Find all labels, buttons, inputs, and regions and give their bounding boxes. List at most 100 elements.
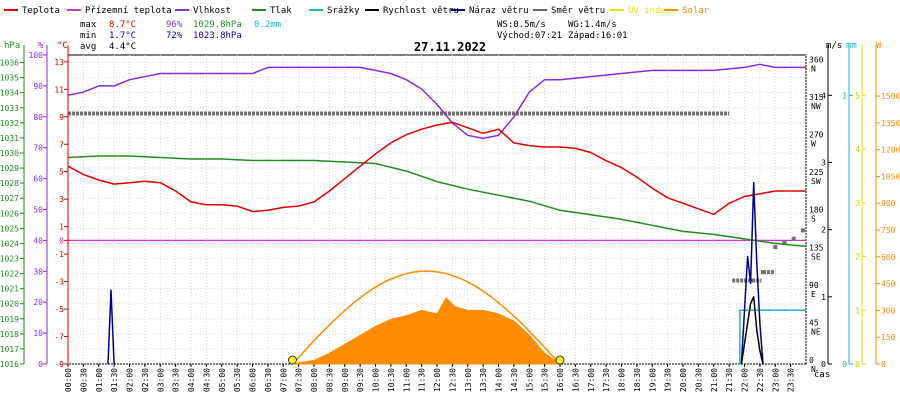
solar-tick-label: 600 <box>881 253 896 262</box>
solar-tick-label: 1350 <box>881 119 900 128</box>
solar-tick-label: 300 <box>881 306 896 315</box>
uv-tick-label: 4 <box>855 145 860 154</box>
pressure-tick-label: 1032 <box>0 119 19 128</box>
wind-dir-tick-label: SE <box>811 252 821 261</box>
temperature-tick-label: -5 <box>54 305 64 314</box>
chart-title: 27.11.2022 <box>414 40 486 54</box>
uv-tick-label: 0 <box>855 360 860 369</box>
solar-tick-label: 150 <box>881 333 896 342</box>
uv-marker <box>555 355 565 365</box>
time-tick-label: 12:30 <box>448 368 457 392</box>
time-tick-label: 21:00 <box>710 368 719 392</box>
legend: Teplota Přízemní teplota Vlhkost Tlak Srážky… <box>4 6 710 16</box>
rain-tick-label: 1 <box>842 91 847 100</box>
rain-tick-label: 0 <box>842 360 847 369</box>
legend-label: Vlhkost <box>193 6 231 16</box>
unit-time: čas <box>814 369 830 380</box>
sunrise-info: Východ:07:21 <box>497 31 562 41</box>
wind-dir-point <box>800 228 805 233</box>
wind-dir-tick-label: NW <box>811 102 821 111</box>
stats-min-label: min <box>80 31 96 41</box>
pressure-tick-label: 1028 <box>0 179 19 188</box>
time-tick-label: 13:00 <box>464 368 473 392</box>
time-tick-label: 19:30 <box>664 368 673 392</box>
wind-dir-tick-label: W <box>811 140 816 149</box>
uv-tick-label: 3 <box>855 199 860 208</box>
temperature-line <box>67 121 806 216</box>
time-tick-label: 03:00 <box>156 368 165 392</box>
solar-tick-label: 0 <box>881 360 886 369</box>
time-tick-label: 06:00 <box>249 368 258 392</box>
wind-dir-point <box>791 236 796 241</box>
temperature-tick-label: -7 <box>54 333 64 342</box>
time-tick-label: 18:00 <box>618 368 627 392</box>
unit-ms: m/s <box>826 41 842 51</box>
gust-line <box>107 289 115 365</box>
temperature-tick-label: 7 <box>59 140 64 149</box>
wind-dir-tick-label: E <box>811 290 816 299</box>
time-tick-label: 17:30 <box>602 368 611 392</box>
pressure-tick-label: 1016 <box>0 360 19 369</box>
humidity-tick-label: 80 <box>33 113 43 122</box>
time-tick-label: 00:00 <box>64 368 73 392</box>
humidity-tick-label: 40 <box>33 236 43 245</box>
time-tick-label: 19:00 <box>648 368 657 392</box>
humidity-tick-label: 90 <box>33 82 43 91</box>
temperature-tick-label: 13 <box>54 58 64 67</box>
wind-speed-tick-label: 3 <box>821 158 826 167</box>
unit-hpa: hPa <box>4 41 20 51</box>
humidity-tick-label: 0 <box>38 360 43 369</box>
temperature-tick-label: 3 <box>59 195 64 204</box>
uv-tick-label: 5 <box>855 91 860 100</box>
time-tick-label: 10:00 <box>372 368 381 392</box>
uv-tick-label: 1 <box>855 306 860 315</box>
wind-dir-point <box>782 240 787 245</box>
wind-speed-tick-label: 1 <box>821 293 826 302</box>
time-tick-label: 09:00 <box>341 368 350 392</box>
time-tick-label: 01:00 <box>95 368 104 392</box>
stats-max-label: max <box>80 20 97 30</box>
legend-label: Přízemní teplota <box>85 6 172 16</box>
wind-dir-tick-label: S <box>811 215 816 224</box>
humidity-tick-label: 20 <box>33 298 43 307</box>
grid-lines <box>67 55 807 365</box>
wind-dir-tick-value: 315 <box>809 93 824 102</box>
time-tick-label: 15:30 <box>541 368 550 392</box>
pressure-tick-label: 1022 <box>0 270 19 279</box>
time-tick-label: 10:30 <box>387 368 396 392</box>
wind-dir-tick-label: NE <box>811 327 821 336</box>
time-tick-label: 14:00 <box>495 368 504 392</box>
time-tick-label: 16:00 <box>556 368 565 392</box>
axes-layer: 1016101710181019102010211022102310241025… <box>0 45 900 392</box>
time-tick-label: 23:30 <box>787 368 796 392</box>
pressure-tick-label: 1018 <box>0 330 19 339</box>
stats-max-rain: 0.2mm <box>254 20 281 30</box>
time-tick-label: 20:00 <box>679 368 688 392</box>
humidity-tick-label: 100 <box>29 51 44 60</box>
time-tick-label: 21:30 <box>725 368 734 392</box>
pressure-tick-label: 1031 <box>0 134 19 143</box>
humidity-tick-label: 10 <box>33 329 43 338</box>
gust-line <box>740 181 764 365</box>
series-layer <box>67 63 807 365</box>
pressure-tick-label: 1019 <box>0 315 19 324</box>
pressure-tick-label: 1033 <box>0 104 19 113</box>
time-tick-label: 11:30 <box>418 368 427 392</box>
time-tick-label: 23:00 <box>771 368 780 392</box>
wind-dir-tick-value: 45 <box>809 318 819 327</box>
wind-speed-tick-label: 0 <box>821 360 826 369</box>
uv-marker <box>287 355 297 365</box>
time-tick-label: 02:00 <box>126 368 135 392</box>
stats-min-press: 1023.8hPa <box>193 31 242 41</box>
time-tick-label: 18:30 <box>633 368 642 392</box>
pressure-line <box>67 155 807 248</box>
wind-speed-info: WS:0.5m/s <box>497 20 546 30</box>
pressure-tick-label: 1017 <box>0 345 19 354</box>
time-tick-label: 15:00 <box>525 368 534 392</box>
time-tick-label: 07:30 <box>295 368 304 392</box>
wind-dir-tick-value: 360 <box>809 55 824 64</box>
legend-label: Směr větru <box>551 6 605 16</box>
sunset-info: Západ:16:01 <box>568 31 628 41</box>
pressure-tick-label: 1021 <box>0 285 19 294</box>
